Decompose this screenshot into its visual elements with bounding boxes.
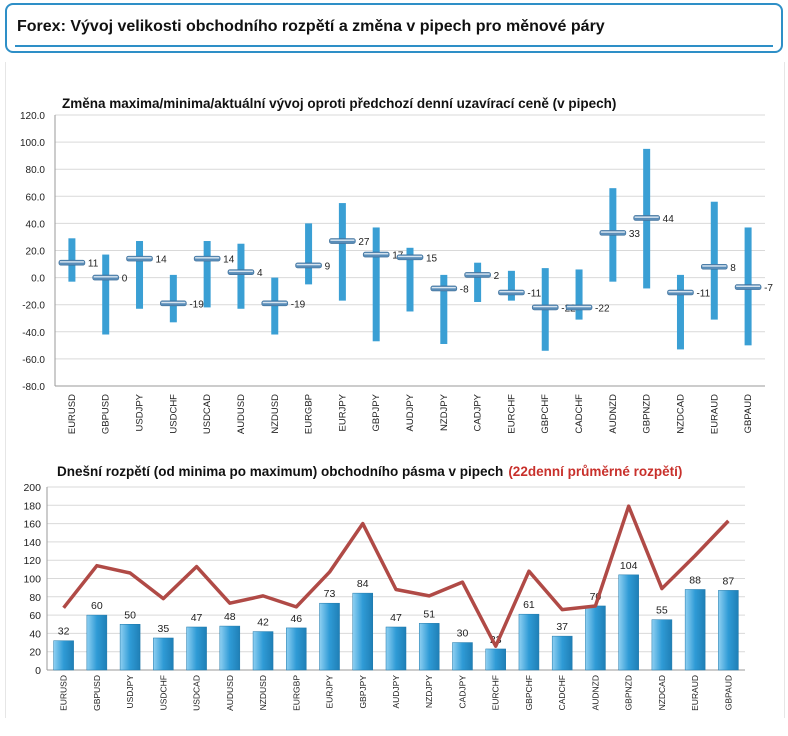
page-header: Forex: Vývoj velikosti obchodního rozpět… xyxy=(5,3,783,53)
page-title: Forex: Vývoj velikosti obchodního rozpět… xyxy=(17,18,605,35)
charts-panel xyxy=(5,62,785,718)
header-divider xyxy=(15,45,773,47)
